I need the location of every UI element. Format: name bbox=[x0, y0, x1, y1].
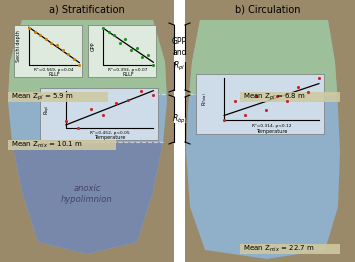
Point bbox=[151, 93, 156, 97]
Point bbox=[76, 62, 82, 67]
Text: R$_{Total}$: R$_{Total}$ bbox=[201, 92, 209, 106]
Polygon shape bbox=[0, 0, 175, 262]
Point bbox=[295, 85, 301, 89]
Polygon shape bbox=[12, 142, 163, 254]
Point bbox=[232, 99, 237, 103]
Point bbox=[263, 108, 269, 112]
Polygon shape bbox=[189, 20, 337, 94]
Point bbox=[138, 89, 144, 93]
Point bbox=[253, 94, 258, 98]
Point bbox=[88, 107, 94, 111]
Text: RLLF: RLLF bbox=[48, 72, 60, 77]
Text: Temperature: Temperature bbox=[94, 135, 125, 140]
Point bbox=[284, 99, 290, 103]
Bar bbox=[14, 25, 82, 77]
Text: GPP
and
$R_{pl}$: GPP and $R_{pl}$ bbox=[172, 37, 187, 73]
Point bbox=[71, 57, 77, 62]
Point bbox=[63, 119, 69, 124]
Text: R²=0.393, p<0.07: R²=0.393, p<0.07 bbox=[108, 68, 148, 72]
Text: anoxic
hypolimnion: anoxic hypolimnion bbox=[61, 184, 113, 204]
Polygon shape bbox=[174, 0, 185, 262]
Bar bbox=[240, 244, 340, 254]
Text: R$_{bpl}$: R$_{bpl}$ bbox=[43, 104, 53, 115]
Text: GPP: GPP bbox=[90, 42, 95, 51]
Point bbox=[122, 37, 128, 41]
Point bbox=[117, 41, 122, 45]
Bar bbox=[40, 88, 158, 140]
Text: Secchi depth: Secchi depth bbox=[16, 30, 21, 62]
Point bbox=[111, 33, 117, 37]
Text: b) Circulation: b) Circulation bbox=[235, 4, 301, 14]
Point bbox=[32, 30, 37, 34]
Point bbox=[221, 117, 227, 122]
Point bbox=[151, 62, 156, 67]
Point bbox=[54, 43, 60, 47]
Point bbox=[145, 53, 151, 57]
Bar bbox=[8, 92, 108, 102]
Point bbox=[76, 125, 81, 130]
Text: $R_{bpl}$: $R_{bpl}$ bbox=[172, 112, 187, 125]
Point bbox=[100, 26, 106, 30]
Polygon shape bbox=[9, 20, 166, 94]
Bar bbox=[88, 25, 156, 77]
Polygon shape bbox=[183, 0, 355, 262]
Bar bbox=[8, 140, 116, 150]
Text: R²=0.452, p<0.05: R²=0.452, p<0.05 bbox=[90, 131, 130, 135]
Point bbox=[65, 52, 71, 56]
Point bbox=[306, 90, 311, 94]
Bar bbox=[240, 92, 340, 102]
Point bbox=[316, 75, 322, 80]
Point bbox=[125, 97, 131, 102]
Bar bbox=[196, 74, 324, 134]
Point bbox=[43, 37, 49, 41]
Point bbox=[242, 113, 248, 117]
Text: Mean Z$_{mix}$ = 10.1 m: Mean Z$_{mix}$ = 10.1 m bbox=[11, 140, 83, 150]
Text: R²=0.569, p<0.04: R²=0.569, p<0.04 bbox=[34, 68, 74, 72]
Point bbox=[100, 113, 106, 117]
Polygon shape bbox=[186, 20, 340, 259]
Text: Mean Z$_{pl}$ = 6.8 m: Mean Z$_{pl}$ = 6.8 m bbox=[243, 91, 306, 103]
Point bbox=[139, 55, 145, 59]
Point bbox=[60, 48, 65, 52]
Point bbox=[113, 101, 119, 105]
Point bbox=[128, 48, 134, 52]
Text: a) Stratification: a) Stratification bbox=[49, 4, 125, 14]
Polygon shape bbox=[8, 20, 167, 254]
Point bbox=[26, 26, 32, 30]
Point bbox=[106, 30, 111, 34]
Point bbox=[134, 46, 140, 50]
Text: Mean Z$_{pl}$ = 5.9 m: Mean Z$_{pl}$ = 5.9 m bbox=[11, 91, 74, 103]
Text: Temperature: Temperature bbox=[256, 128, 287, 134]
Text: Mean Z$_{mix}$ = 22.7 m: Mean Z$_{mix}$ = 22.7 m bbox=[243, 244, 314, 254]
Text: RLLF: RLLF bbox=[122, 72, 134, 77]
Point bbox=[274, 94, 280, 98]
Point bbox=[37, 33, 43, 37]
Point bbox=[49, 41, 54, 45]
Text: R²=0.314, p<0.12: R²=0.314, p<0.12 bbox=[252, 124, 291, 128]
